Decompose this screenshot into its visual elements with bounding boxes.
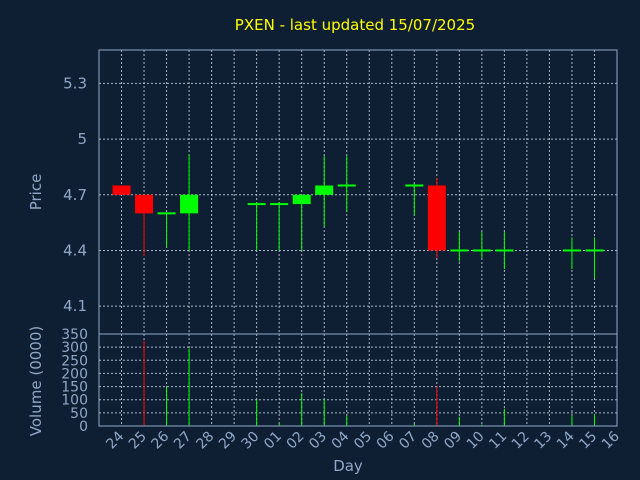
candle-body: [180, 194, 199, 214]
x-tick-label: 16: [599, 428, 623, 452]
candle-body: [135, 194, 154, 214]
candles: [112, 153, 604, 279]
x-tick-label: 12: [509, 429, 533, 453]
x-tick-label: 25: [126, 429, 150, 453]
candle-body: [405, 184, 424, 187]
volume-tick-label: 100: [61, 393, 88, 409]
candle-body: [337, 184, 356, 187]
volume-tick-label: 200: [61, 366, 88, 382]
x-tick-label: 07: [396, 429, 420, 453]
candle-body: [562, 249, 581, 252]
x-tick-label: 26: [148, 428, 172, 452]
x-tick-label: 09: [441, 429, 465, 453]
price-tick-label: 4.7: [63, 186, 87, 204]
x-tick-label: 02: [284, 429, 308, 453]
candle-body: [450, 249, 469, 252]
volume-grid: [99, 333, 617, 427]
candle-body: [292, 194, 311, 205]
volume-plot-frame: [98, 333, 618, 427]
price-tick-label: 5.3: [63, 74, 87, 92]
x-tick-label: 11: [486, 429, 510, 453]
volume-tick-label: 0: [79, 419, 88, 435]
volume-tick-label: 150: [61, 380, 88, 396]
x-tick-label: 29: [216, 429, 240, 453]
x-tick-label: 14: [554, 428, 578, 452]
price-grid: [99, 50, 617, 334]
volume-tick-label: 350: [61, 327, 88, 343]
candle-body: [315, 185, 334, 195]
x-tick-label: 15: [576, 429, 600, 453]
candle-body: [427, 185, 446, 251]
price-axis-label: Price: [27, 174, 45, 211]
x-tick-label: 30: [239, 429, 263, 453]
x-tick-label: 01: [261, 429, 285, 453]
x-tick-label: 06: [374, 428, 398, 452]
candle-body: [472, 249, 491, 252]
x-tick-label: 08: [419, 429, 443, 453]
candle-body: [270, 203, 289, 206]
price-y-ticks: 4.1 4.4 4.7 5 5.3: [63, 74, 87, 315]
price-plot-frame: [98, 49, 618, 335]
x-tick-label: 04: [329, 428, 353, 452]
volume-tick-label: 300: [61, 340, 88, 356]
candle-body: [247, 203, 266, 206]
candle-body: [495, 249, 514, 252]
candle-body: [112, 185, 131, 195]
x-tick-label: 28: [194, 429, 218, 453]
chart-title: PXEN - last updated 15/07/2025: [235, 16, 475, 34]
x-tick-label: 27: [171, 429, 195, 453]
x-tick-label: 05: [351, 429, 375, 453]
price-tick-label: 5: [77, 130, 87, 148]
candle-body: [585, 249, 604, 252]
volume-tick-label: 250: [61, 353, 88, 369]
x-tick-label: 03: [306, 429, 330, 453]
volume-bars: [143, 340, 595, 426]
x-ticks: 2425262728293001020304050607080910111213…: [103, 428, 622, 452]
price-tick-label: 4.1: [63, 297, 87, 315]
volume-axis-label: Volume (0000): [27, 326, 45, 436]
price-tick-label: 4.4: [63, 241, 87, 259]
x-tick-label: 24: [103, 428, 127, 452]
x-tick-label: 13: [531, 429, 555, 453]
volume-tick-label: 50: [70, 406, 88, 422]
candle-body: [157, 212, 176, 215]
x-axis-label: Day: [333, 457, 363, 475]
x-tick-label: 10: [464, 429, 488, 453]
